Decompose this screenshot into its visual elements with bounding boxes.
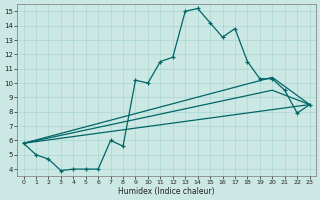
X-axis label: Humidex (Indice chaleur): Humidex (Indice chaleur) [118,187,215,196]
